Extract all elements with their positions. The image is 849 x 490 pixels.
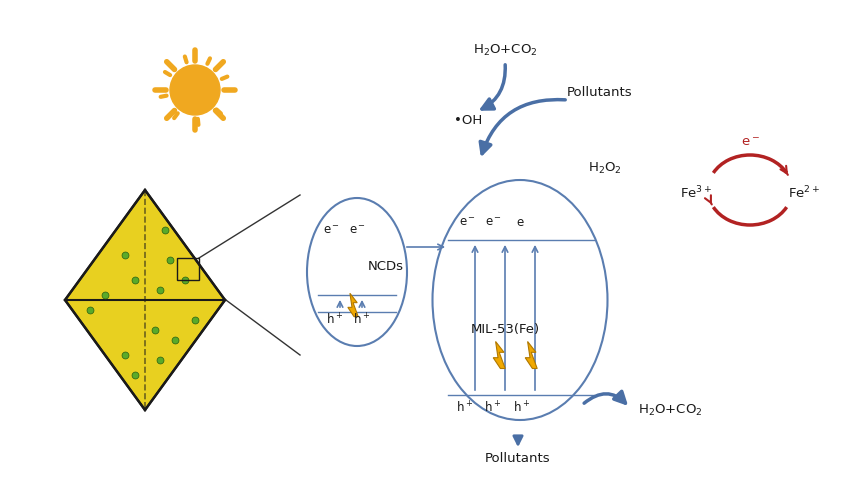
Text: NCDs: NCDs bbox=[368, 261, 404, 273]
Text: e$^-$: e$^-$ bbox=[459, 216, 476, 228]
Text: e: e bbox=[516, 216, 524, 228]
Text: MIL-53(Fe): MIL-53(Fe) bbox=[470, 323, 540, 337]
Text: h$^+$: h$^+$ bbox=[514, 400, 531, 416]
Text: e$^-$: e$^-$ bbox=[323, 223, 340, 237]
Polygon shape bbox=[526, 342, 537, 368]
Text: •OH: •OH bbox=[454, 114, 482, 126]
Text: H$_2$O+CO$_2$: H$_2$O+CO$_2$ bbox=[473, 43, 537, 57]
Text: e$^-$: e$^-$ bbox=[486, 216, 503, 228]
Text: h$^+$: h$^+$ bbox=[485, 400, 502, 416]
Text: h$^+$: h$^+$ bbox=[326, 312, 344, 328]
Text: e$^-$: e$^-$ bbox=[350, 223, 367, 237]
Bar bbox=[177, 258, 199, 280]
Polygon shape bbox=[348, 294, 358, 317]
Text: h$^+$: h$^+$ bbox=[353, 312, 370, 328]
Polygon shape bbox=[65, 190, 225, 410]
Text: H$_2$O+CO$_2$: H$_2$O+CO$_2$ bbox=[638, 402, 703, 417]
Text: h$^+$: h$^+$ bbox=[457, 400, 474, 416]
Text: e$^-$: e$^-$ bbox=[740, 137, 759, 149]
Circle shape bbox=[170, 65, 220, 115]
Polygon shape bbox=[493, 342, 505, 368]
Text: Pollutants: Pollutants bbox=[485, 451, 551, 465]
Text: H$_2$O$_2$: H$_2$O$_2$ bbox=[588, 160, 621, 175]
Text: Pollutants: Pollutants bbox=[567, 85, 633, 98]
Text: Fe$^{2+}$: Fe$^{2+}$ bbox=[788, 185, 820, 201]
Text: Fe$^{3+}$: Fe$^{3+}$ bbox=[680, 185, 712, 201]
